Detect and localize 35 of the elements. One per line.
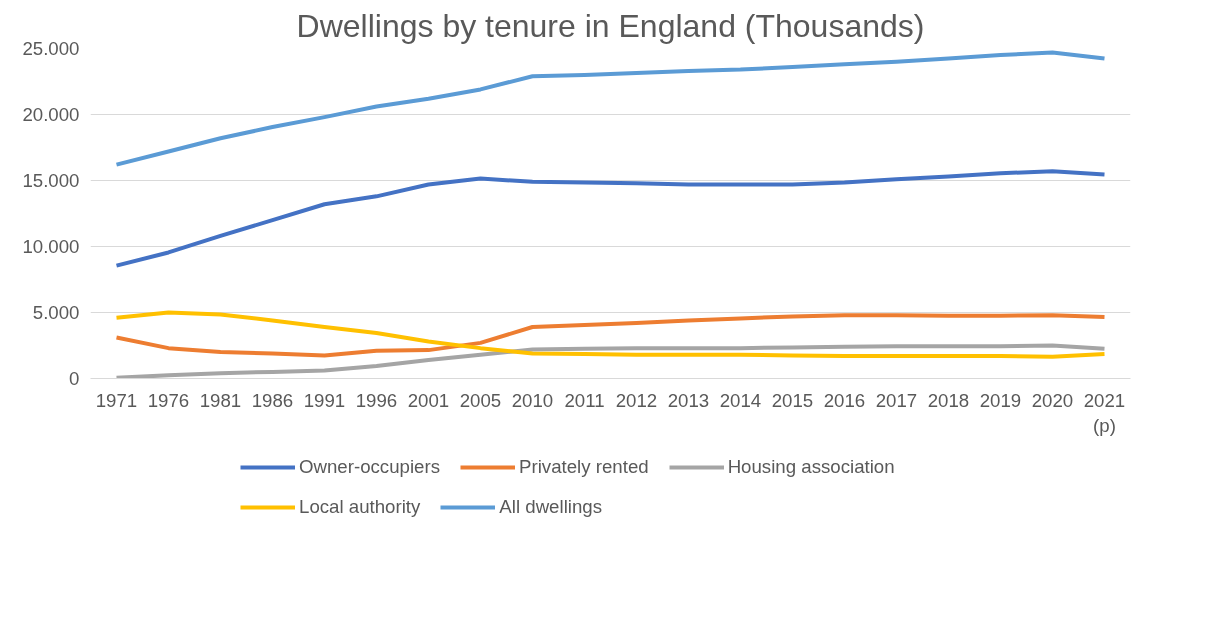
x-tick-label: 2014: [719, 389, 762, 411]
y-tick-label: 5.000: [32, 302, 80, 323]
x-tick-label: 1981: [199, 389, 242, 411]
x-tick-label: 2012: [615, 389, 658, 411]
legend-label: Housing association: [727, 456, 895, 478]
x-tick-label: 2011: [564, 389, 605, 411]
x-tick-label: 1971: [95, 389, 138, 411]
x-tick-label: 2017: [875, 389, 918, 411]
x-tick-label: 2010: [511, 389, 554, 411]
x-tick-label: 2001: [407, 389, 450, 411]
x-tick-label: 1976: [147, 389, 190, 411]
x-tick-label: 2021 (p): [1083, 389, 1126, 436]
x-tick-label: 2016: [823, 389, 866, 411]
line-series: [114, 50, 1107, 167]
legend-label: All dwellings: [499, 496, 602, 518]
x-tick-label: 1996: [355, 389, 398, 411]
x-tick-label: 1991: [303, 389, 346, 411]
legend-label: Local authority: [299, 496, 421, 518]
x-tick-label: 2015: [771, 389, 814, 411]
line-series: [114, 169, 1107, 268]
y-tick-label: 25.000: [22, 38, 80, 59]
x-tick-label: 2013: [667, 389, 710, 411]
line-series: [114, 343, 1107, 379]
legend-label: Owner-occupiers: [299, 456, 441, 478]
x-tick-label: 2020: [1031, 389, 1074, 411]
legend-label: Privately rented: [519, 456, 649, 478]
x-tick-label: 2005: [459, 389, 502, 411]
y-tick-label: 10.000: [22, 236, 80, 257]
x-tick-label: 1986: [251, 389, 294, 411]
x-tick-label: 2019: [979, 389, 1022, 411]
y-tick-label: 0: [69, 368, 80, 389]
y-tick-label: 15.000: [22, 170, 80, 191]
x-tick-label: 2018: [927, 389, 970, 411]
chart-title: Dwellings by tenure in England (Thousands): [296, 7, 925, 44]
y-tick-label: 20.000: [22, 104, 80, 125]
